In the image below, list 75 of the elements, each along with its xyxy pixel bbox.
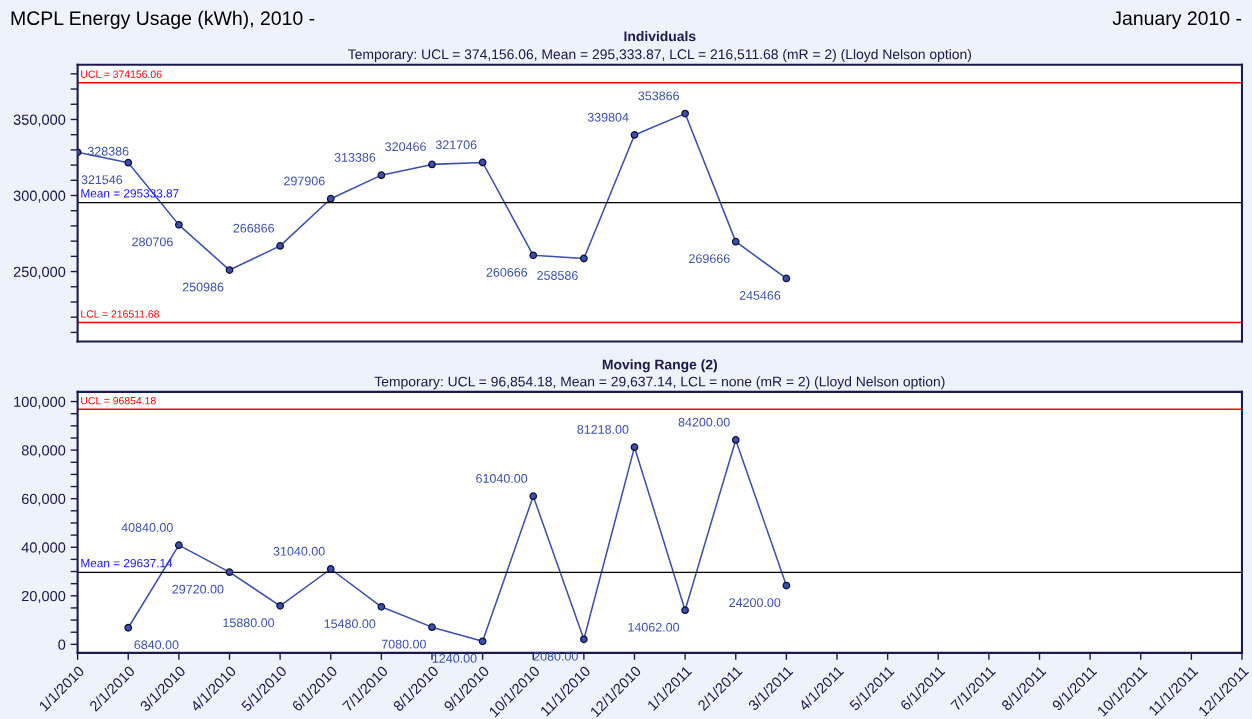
point [377,171,386,180]
data-label: 84200.00 [678,417,730,427]
point [124,623,133,632]
point [630,443,639,452]
text: MCPL Energy Usage (kWh), 2010 - [11,10,315,29]
y-tick-label: 60,000 [21,493,66,506]
data-label: 81218.00 [577,425,629,434]
point [225,266,234,274]
point [579,254,588,263]
data-label: 321546 [81,175,123,185]
point [478,637,487,646]
point [782,274,791,283]
point [326,565,335,573]
data-label: 15880.00 [223,618,275,628]
point [630,131,639,139]
data-label: 24200.00 [729,598,781,608]
data-label: 328386 [87,146,129,156]
data-label: 40840.00 [121,523,173,532]
data-label: 297906 [284,176,325,186]
data-label: 250986 [182,282,224,292]
data-label: 269666 [689,254,730,264]
data-label: 339804 [587,112,629,122]
data-label: 7080.00 [381,639,426,649]
data-label: 2080.00 [533,651,578,661]
data-label: 6840.00 [134,640,179,650]
data-label: 260666 [486,267,528,277]
chart-subtitle: Temporary: UCL = 374,156.06, Mean = 295,333.87, LCL = 216,511.68 (mR = 2) (Lloyd Nelson option) [348,48,971,62]
y-tick-label: 100,000 [14,396,66,409]
data-label: 313386 [334,152,376,162]
point [478,158,487,167]
point [326,194,335,203]
data-label: 31040.00 [273,546,325,556]
ref-line-label: LCL = 216511.68 [81,310,160,318]
data-label: 353866 [638,91,680,101]
data-label: 15480.00 [324,619,376,629]
text: January 2010 - [1112,11,1242,29]
data-label: 321706 [435,140,477,150]
point [579,635,588,644]
y-tick-label: 0 [58,639,66,650]
point [529,492,538,501]
y-tick-label: 250,000 [13,266,66,279]
data-label: 266866 [233,223,275,233]
data-label: 320466 [385,142,426,152]
point [731,436,740,444]
point [782,581,791,590]
y-tick-label: 20,000 [21,590,66,603]
point [377,602,386,611]
y-tick-label: 350,000 [13,114,66,127]
chart-subtitle: Temporary: UCL = 96,854.18, Mean = 29,637.14, LCL = none (mR = 2) (Lloyd Nelson option) [374,376,945,390]
data-label: 61040.00 [476,473,528,483]
point [276,242,285,250]
data-label: 258586 [537,271,578,280]
ref-line-label: UCL = 374156.06 [81,70,162,78]
point [428,160,436,169]
data-label: 1240.00 [432,653,477,663]
chart-title: Moving Range (2) [602,359,717,373]
point [174,220,183,229]
point [681,109,689,118]
point [174,541,183,550]
point [681,606,689,615]
point [225,568,234,577]
point [124,158,133,167]
point [731,237,740,246]
ref-line-label: UCL = 96854.18 [81,396,156,405]
y-tick-label: 80,000 [21,445,66,458]
point [428,623,436,632]
data-label: 245466 [739,291,781,300]
point [276,601,285,610]
y-tick-label: 300,000 [13,190,66,203]
data-label: 280706 [132,237,173,247]
data-label: 29720.00 [172,584,224,594]
point [529,251,538,260]
data-label: 14062.00 [628,622,680,632]
y-tick-label: 40,000 [21,542,66,555]
chart-title: Individuals [624,31,696,42]
